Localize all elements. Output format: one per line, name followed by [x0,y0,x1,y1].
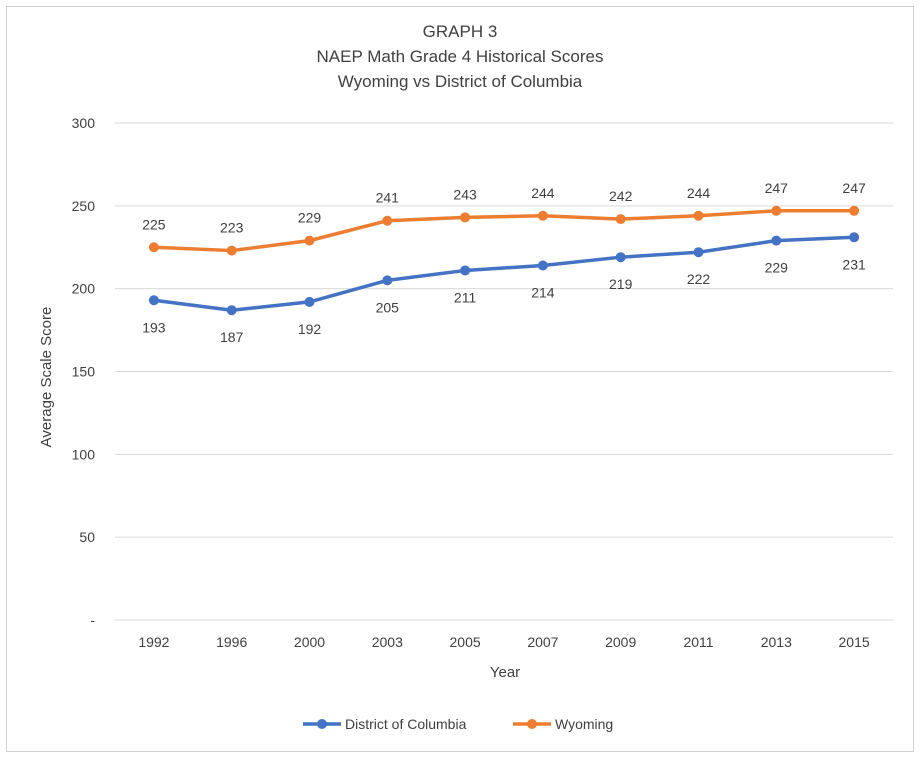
data-label: 219 [609,276,633,292]
data-point [148,242,159,253]
data-point [304,296,315,307]
y-tick-label: 50 [79,529,95,545]
data-point [693,247,704,258]
data-label: 187 [220,329,244,345]
chart-title-line-3: Wyoming vs District of Columbia [338,72,583,91]
data-point [849,232,860,243]
data-label: 222 [687,271,711,287]
y-tick-label: 250 [72,198,96,214]
data-point [304,235,315,246]
data-point [537,260,548,271]
data-point [460,212,471,223]
y-tick-label: 200 [72,281,96,297]
x-tick-label: 2015 [839,634,870,650]
data-point [771,235,782,246]
data-label: 205 [376,299,400,315]
data-label: 244 [687,185,711,201]
legend-swatch-marker [527,719,537,729]
legend-label: Wyoming [555,716,613,732]
data-point [693,210,704,221]
chart-title: GRAPH 3 NAEP Math Grade 4 Historical Sco… [317,22,604,91]
legend-label: District of Columbia [345,716,467,732]
data-label: 231 [842,256,866,272]
series-1: 225 223 229 241 243 244 242 244 247 247 [142,180,866,256]
chart-title-line-2: NAEP Math Grade 4 Historical Scores [317,47,604,66]
data-point [382,215,393,226]
data-label: 241 [376,190,400,206]
y-axis-tick-labels: - 50 100 150 200 250 300 [72,115,96,628]
data-label: 243 [453,186,477,202]
gridlines [115,122,893,621]
y-tick-label: 300 [72,115,96,131]
data-point [537,210,548,221]
data-label: 214 [531,284,555,300]
data-label: 247 [765,180,789,196]
data-label: 193 [142,319,166,335]
chart-frame: GRAPH 3 NAEP Math Grade 4 Historical Sco… [6,6,914,752]
legend-item: Wyoming [513,716,613,732]
x-tick-label: 2009 [605,634,636,650]
x-tick-label: 1996 [216,634,247,650]
data-label: 229 [298,210,322,226]
data-point [460,265,471,276]
series-0: 193 187 192 205 211 214 219 222 229 231 [142,232,866,345]
data-point [226,305,237,316]
series-line [152,235,856,312]
line-chart: GRAPH 3 NAEP Math Grade 4 Historical Sco… [38,22,893,732]
data-point [771,205,782,216]
x-axis-title: Year [490,664,520,681]
legend-item: District of Columbia [303,716,467,732]
data-label: 225 [142,216,166,232]
y-tick-label: 100 [72,446,96,462]
data-label: 242 [609,188,633,204]
chart-title-line-1: GRAPH 3 [423,22,498,41]
data-label: 244 [531,185,555,201]
series-line [152,209,856,253]
y-tick-label: - [90,612,95,628]
x-tick-label: 1992 [138,634,169,650]
data-label: 247 [842,180,866,196]
data-label: 229 [765,260,789,276]
data-point [615,252,626,263]
data-point [849,205,860,216]
x-axis-tick-labels: 1992 1996 2000 2003 2005 2007 2009 2011 2013 2015 [138,634,870,650]
data-label: 223 [220,220,244,236]
x-tick-label: 2007 [527,634,558,650]
x-tick-label: 2013 [761,634,792,650]
y-tick-label: 150 [72,364,96,380]
y-axis-title: Average Scale Score [38,307,55,448]
x-tick-label: 2011 [683,634,713,650]
data-point [382,275,393,286]
data-label: 192 [298,321,322,337]
legend: District of Columbia Wyoming [303,716,613,732]
legend-swatch-marker [317,719,327,729]
data-point [615,214,626,225]
x-tick-label: 2005 [450,634,481,650]
x-tick-label: 2003 [372,634,403,650]
data-label: 211 [454,289,477,305]
data-point [148,295,159,306]
x-tick-label: 2000 [294,634,325,650]
data-point [226,245,237,256]
